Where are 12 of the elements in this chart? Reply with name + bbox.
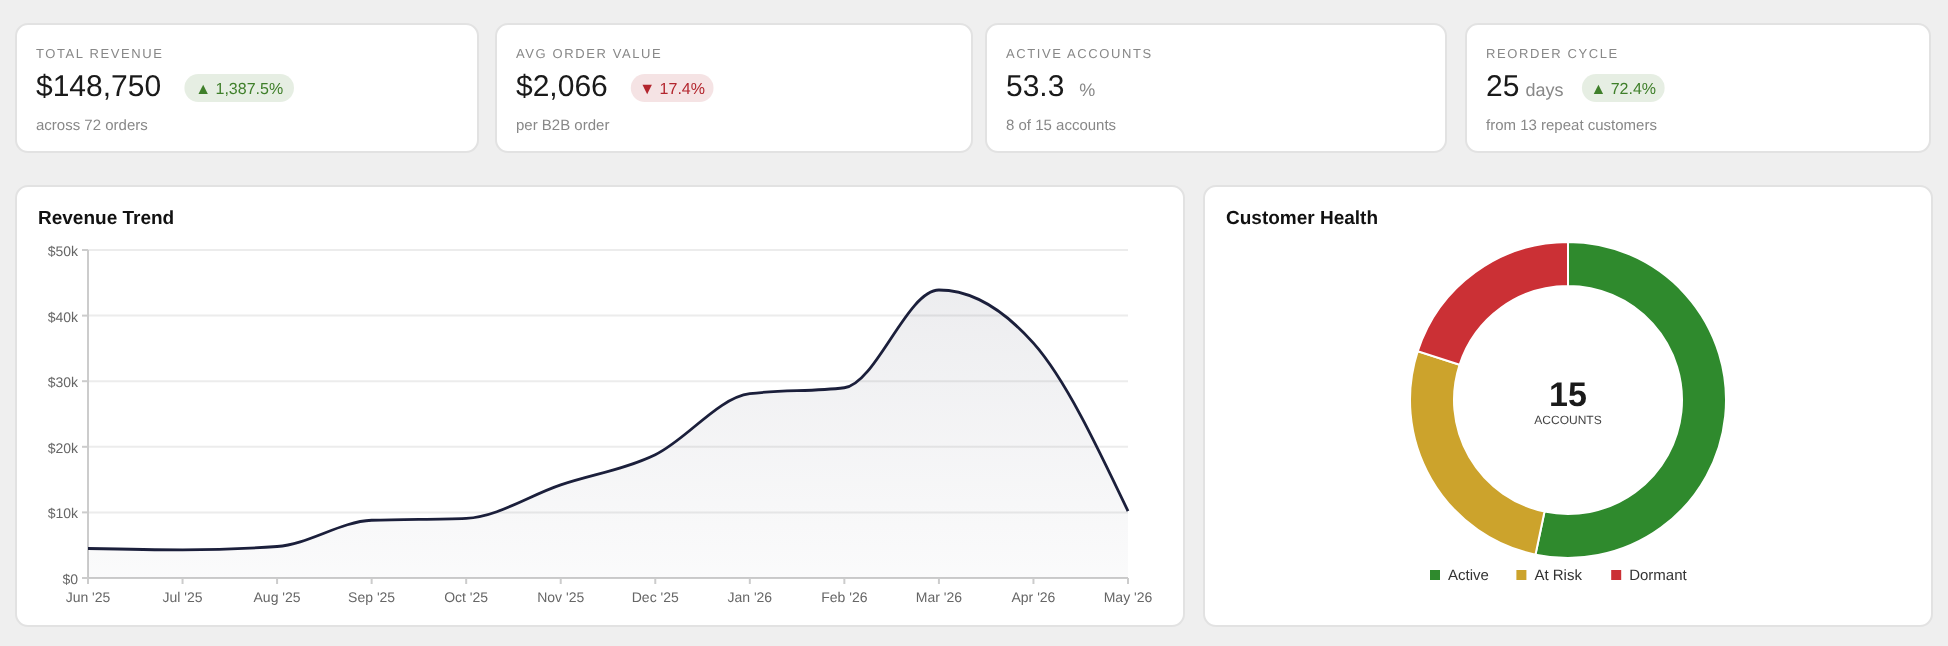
chart-title: Revenue Trend: [38, 208, 175, 230]
text: 15: [1549, 376, 1587, 414]
text: $148,750: [36, 70, 162, 104]
chart-title: Customer Health: [1226, 208, 1379, 230]
text: ▼ 17.4%: [639, 80, 705, 98]
text: 53.3: [1006, 70, 1065, 104]
text: days: [1525, 80, 1565, 100]
text: ▲ 72.4%: [1590, 80, 1657, 98]
text: %: [1079, 80, 1096, 100]
text: 25: [1486, 70, 1520, 104]
text: ▲ 1,387.5%: [195, 80, 284, 98]
text: $2,066: [516, 70, 608, 104]
